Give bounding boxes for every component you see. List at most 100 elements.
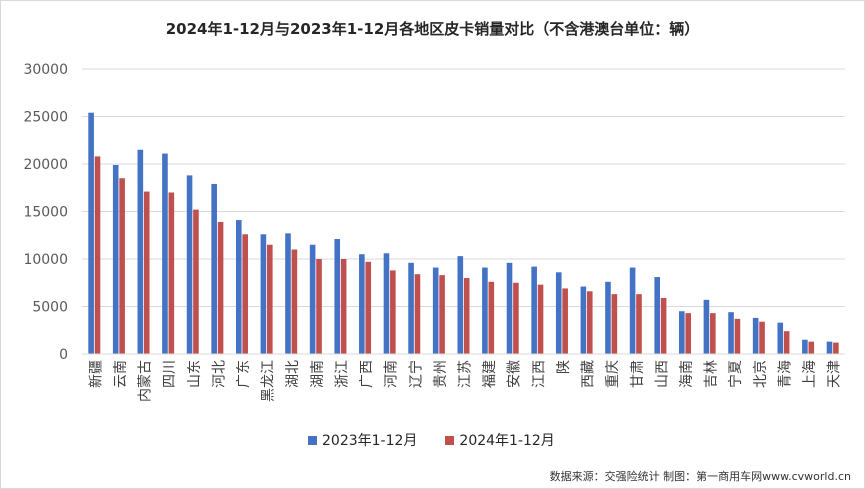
x-tick-label: 安徽: [507, 360, 523, 388]
bar-2024: [833, 342, 839, 354]
bar-2024: [193, 209, 199, 354]
x-tick-label: 辽宁: [407, 360, 424, 388]
x-tick-label: 贵州: [433, 360, 449, 388]
bar-2024: [266, 244, 273, 354]
bar-2024: [291, 249, 298, 354]
x-tick-label: 海南: [679, 360, 695, 388]
y-tick-label: 0: [59, 347, 68, 363]
bar-2024: [685, 313, 692, 354]
bar-2023: [482, 267, 488, 354]
bar-2024: [340, 259, 347, 354]
x-tick-label: 广东: [236, 360, 252, 388]
bar-2024: [365, 261, 372, 354]
x-tick-label: 河北: [211, 360, 227, 388]
x-tick-label: 北京: [753, 360, 769, 388]
x-tick-label: 陕: [556, 360, 572, 374]
bar-2024: [660, 297, 667, 354]
x-tick-label: 福建: [482, 360, 498, 388]
bar-2023: [802, 339, 808, 354]
bar-2024: [414, 274, 421, 354]
bar-2023: [112, 164, 119, 354]
x-tick-label: 湖南: [310, 360, 326, 388]
x-tick-label: 广西: [359, 360, 375, 388]
bar-2024: [119, 178, 125, 354]
bar-2024: [463, 278, 470, 354]
bar-2024: [611, 294, 618, 354]
x-tick-label: 重庆: [605, 360, 621, 388]
bar-2023: [260, 234, 267, 354]
bar-2023: [186, 175, 193, 354]
x-tick-label: 山西: [654, 360, 670, 388]
x-tick-label: 河南: [384, 360, 400, 388]
bar-2023: [457, 256, 464, 354]
bar-2023: [703, 299, 710, 354]
bar-2023: [432, 267, 439, 354]
x-tick-label: 天津: [827, 360, 843, 388]
bar-2023: [137, 149, 144, 354]
chart-legend: 2023年1-12月 2024年1-12月: [308, 430, 583, 450]
bar-2024: [537, 284, 544, 354]
bar-2023: [359, 254, 365, 354]
chart-title: 2024年1-12月与2023年1-12月各地区皮卡销量对比（不含港澳台单位：辆…: [165, 20, 700, 38]
bar-2024: [759, 321, 765, 354]
bar-2024: [217, 221, 224, 354]
y-tick-label: 30000: [23, 62, 68, 78]
x-tick-label: 吉林: [704, 360, 720, 388]
x-tick-label: 甘肃: [630, 360, 646, 388]
bar-2023: [408, 262, 414, 354]
bar-2024: [316, 259, 322, 354]
bar-2024: [242, 234, 248, 354]
bar-2024: [390, 270, 396, 354]
legend-item-2023: 2023年1-12月: [308, 430, 417, 450]
bar-2024: [636, 294, 642, 354]
y-tick-label: 20000: [23, 157, 68, 173]
bar-2023: [211, 183, 217, 354]
bar-2023: [285, 233, 291, 354]
bar-2024: [439, 275, 445, 354]
bar-2023: [654, 277, 661, 354]
bar-2023: [531, 266, 537, 354]
bar-2023: [826, 341, 833, 354]
legend-label-2023: 2023年1-12月: [322, 433, 418, 449]
bar-2024: [710, 313, 716, 354]
x-tick-label: 云南: [113, 360, 129, 388]
x-tick-label: 黑龙江: [261, 360, 277, 402]
x-tick-label: 湖北: [285, 360, 301, 388]
bar-2024: [562, 288, 568, 354]
legend-label-2024: 2024年1-12月: [459, 433, 555, 449]
x-tick-label: 新疆: [88, 360, 104, 388]
bar-2023: [752, 317, 759, 354]
bar-2024: [168, 192, 175, 354]
y-tick-label: 10000: [23, 252, 68, 268]
source-note: 数据来源：交强险统计 制图：第一商用车网www.cvworld.cn: [549, 470, 851, 483]
x-tick-label: 山东: [187, 360, 203, 388]
x-tick-label: 浙江: [334, 360, 350, 388]
bar-2023: [162, 153, 168, 354]
bar-2023: [88, 112, 94, 354]
legend-item-2024: 2024年1-12月: [445, 430, 555, 450]
bar-2023: [605, 281, 611, 354]
bar-2024: [734, 318, 741, 354]
bar-2024: [586, 291, 593, 354]
bar-2023: [629, 267, 636, 354]
bar-2023: [309, 244, 316, 354]
bar-2024: [94, 156, 101, 354]
x-tick-label: 江西: [531, 360, 547, 388]
bar-2023: [334, 239, 341, 354]
x-tick-label: 上海: [802, 360, 818, 388]
legend-swatch-2024: [445, 435, 455, 445]
bar-2023: [506, 262, 513, 354]
bar-2024: [783, 331, 790, 354]
y-tick-label: 15000: [23, 205, 68, 221]
bar-2024: [808, 341, 815, 354]
x-tick-label: 四川: [162, 360, 178, 388]
bar-2024: [488, 281, 495, 354]
x-tick-label: 西藏: [581, 360, 597, 388]
bar-2024: [143, 191, 150, 354]
bar-2023: [235, 220, 242, 354]
y-tick-label: 5000: [32, 300, 68, 316]
bar-2023: [777, 322, 784, 354]
legend-swatch-2023: [308, 435, 317, 445]
x-tick-label: 内蒙古: [138, 360, 154, 402]
